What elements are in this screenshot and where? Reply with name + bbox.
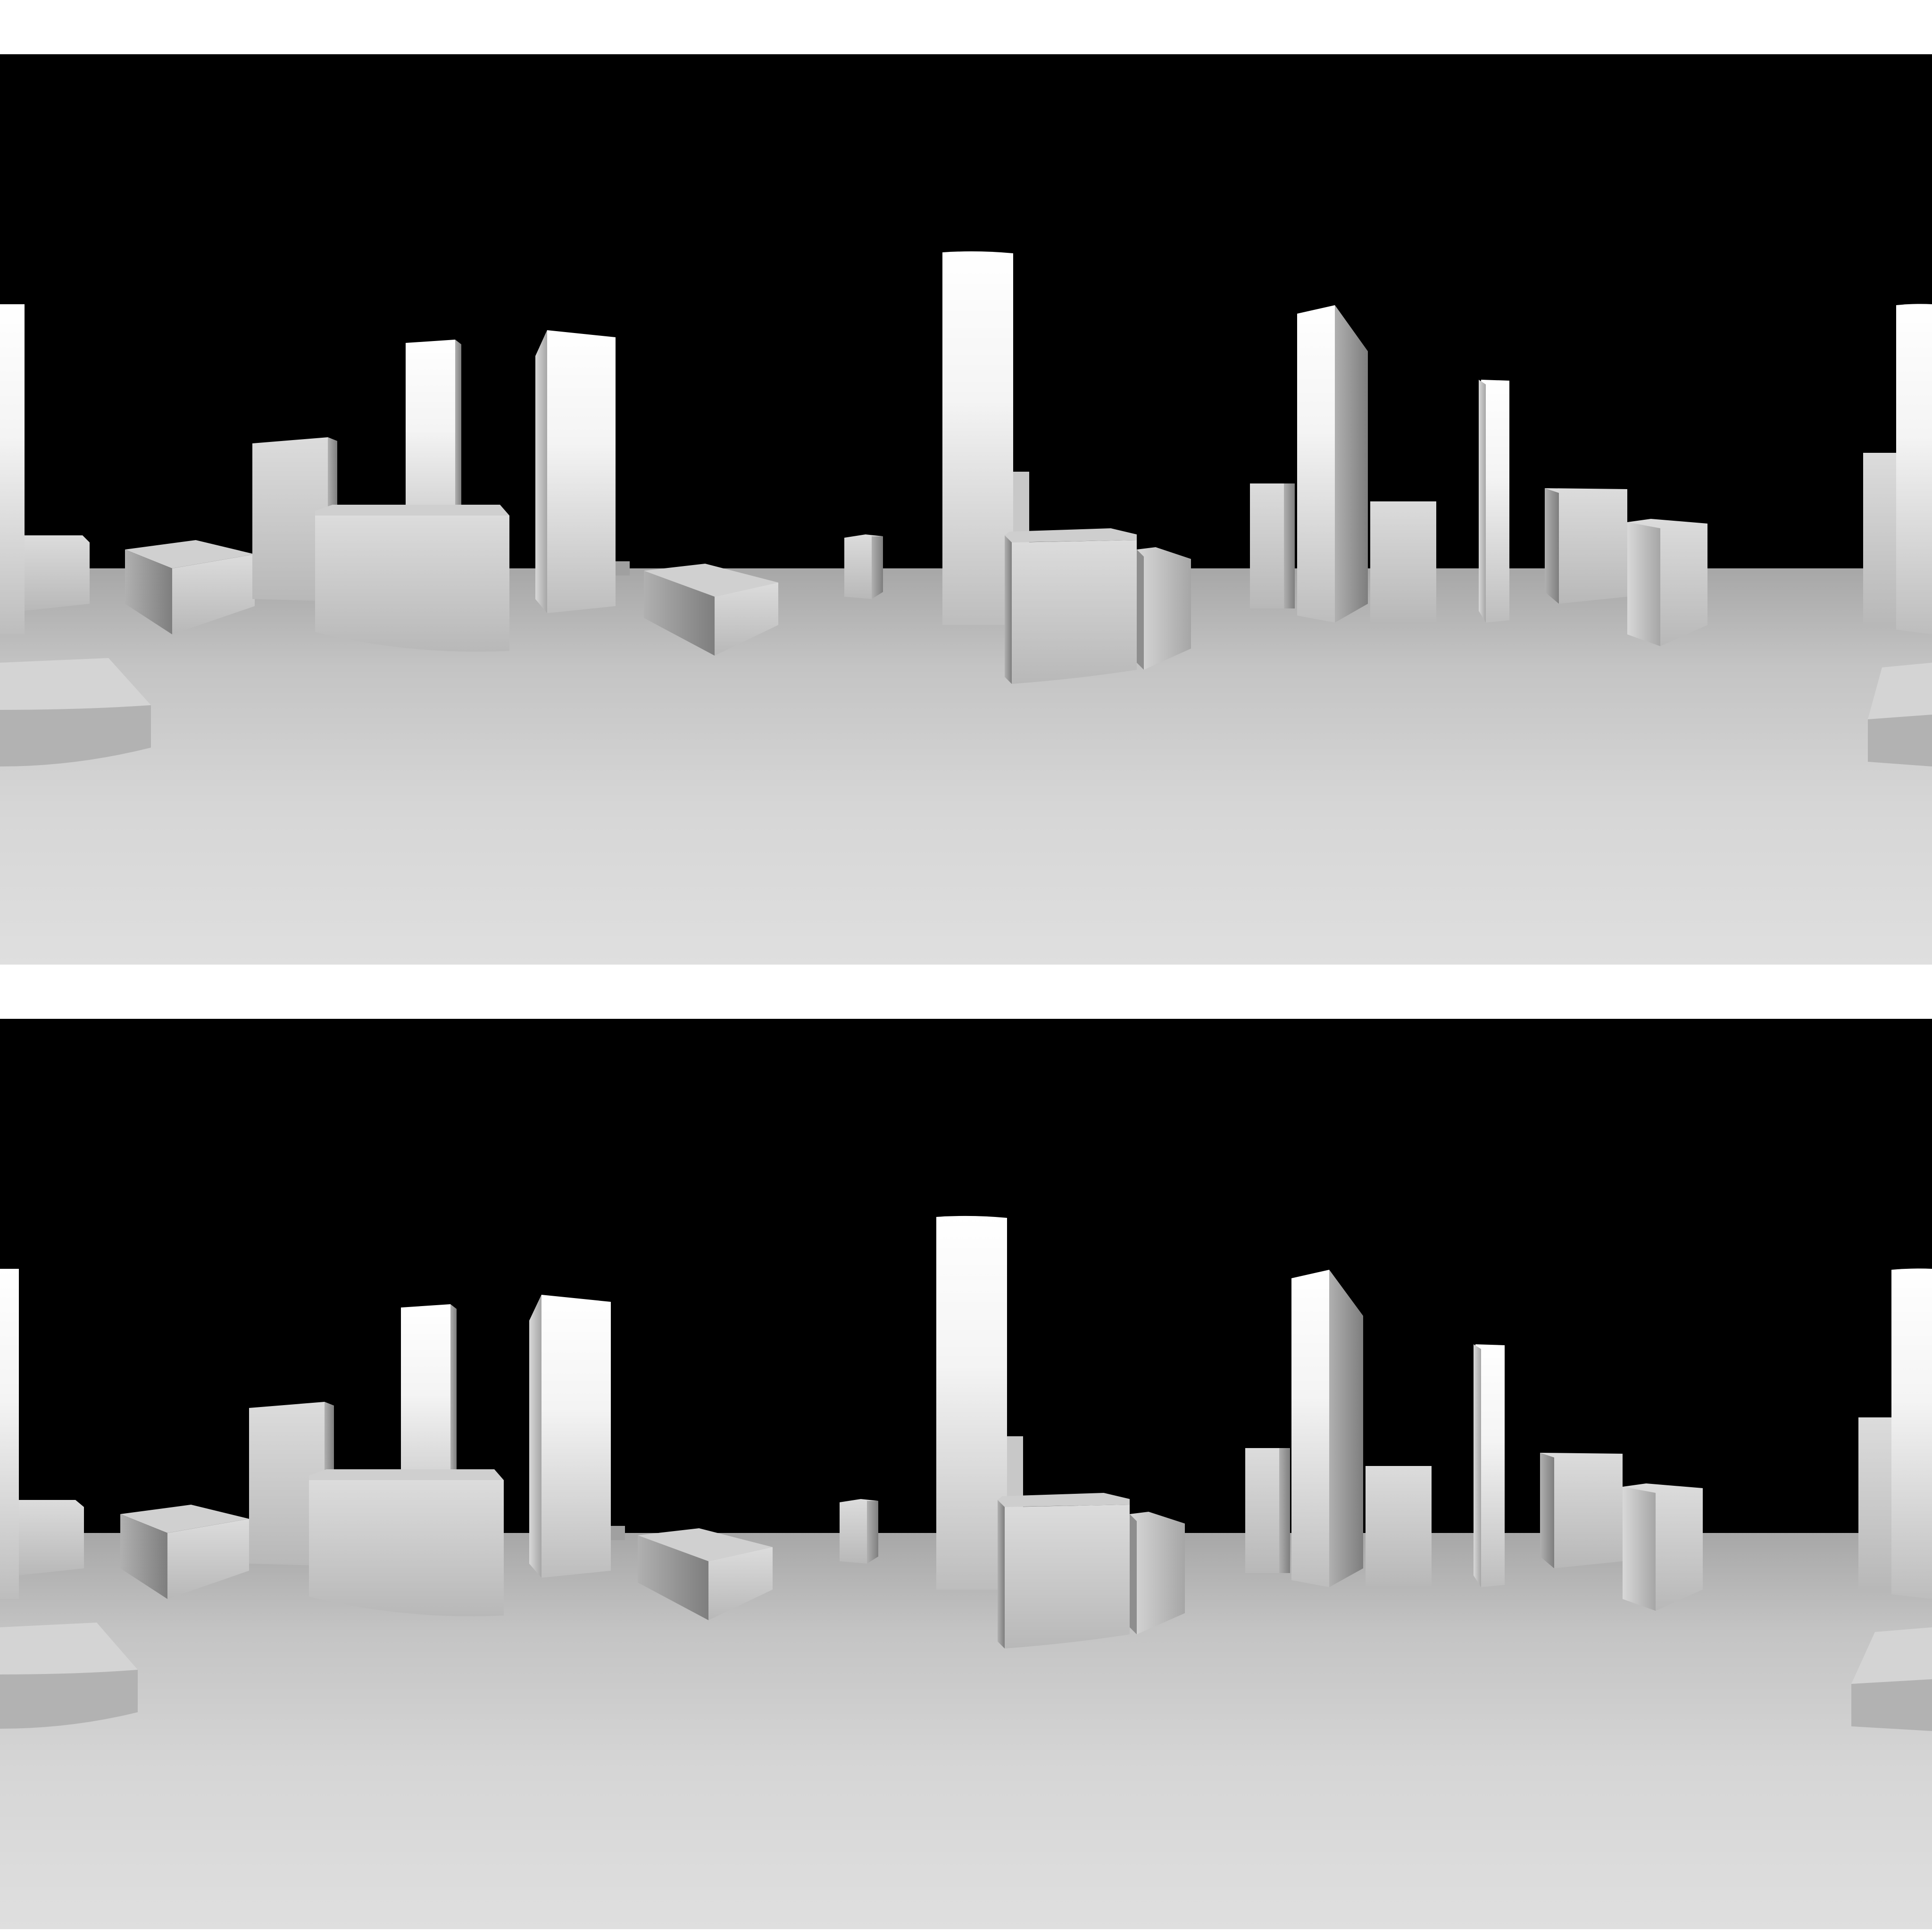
building-box	[1370, 501, 1436, 622]
building-tower	[1863, 304, 1932, 634]
building-tower	[1858, 1268, 1932, 1599]
building-box	[1540, 1453, 1623, 1568]
building-small	[611, 1526, 625, 1540]
building-tower	[0, 304, 90, 634]
building-small	[616, 561, 630, 575]
bottom-panorama	[0, 1019, 1932, 1929]
building-low-block	[0, 1623, 138, 1729]
building-small	[844, 534, 883, 599]
building-box	[315, 505, 509, 652]
building-box	[644, 564, 778, 656]
building-low-block	[1868, 663, 1932, 766]
building-tower	[1297, 305, 1368, 623]
ground	[0, 568, 1932, 965]
building-tower	[1291, 1270, 1363, 1587]
building-low-block	[1851, 1627, 1932, 1731]
building-box	[1005, 528, 1191, 684]
building-box	[998, 1493, 1185, 1649]
building-small	[840, 1499, 878, 1564]
building-tower	[1474, 1344, 1505, 1587]
building-tower	[0, 1269, 84, 1599]
building-low-block	[0, 658, 151, 766]
top-panorama	[0, 54, 1932, 965]
building-tower	[529, 1295, 611, 1578]
building-box	[1545, 488, 1627, 604]
panorama-render	[0, 54, 1932, 965]
building-box	[1366, 1466, 1432, 1586]
building-box	[125, 540, 255, 634]
building-box	[120, 1505, 249, 1599]
building-box	[1250, 483, 1295, 608]
building-box	[1245, 1448, 1290, 1573]
building-tower	[1479, 380, 1509, 623]
building-box	[1623, 1483, 1703, 1611]
panorama-render	[0, 1019, 1932, 1929]
building-box	[1627, 519, 1707, 646]
building-tower	[535, 330, 616, 613]
building-box	[309, 1469, 504, 1616]
building-box	[638, 1528, 773, 1620]
